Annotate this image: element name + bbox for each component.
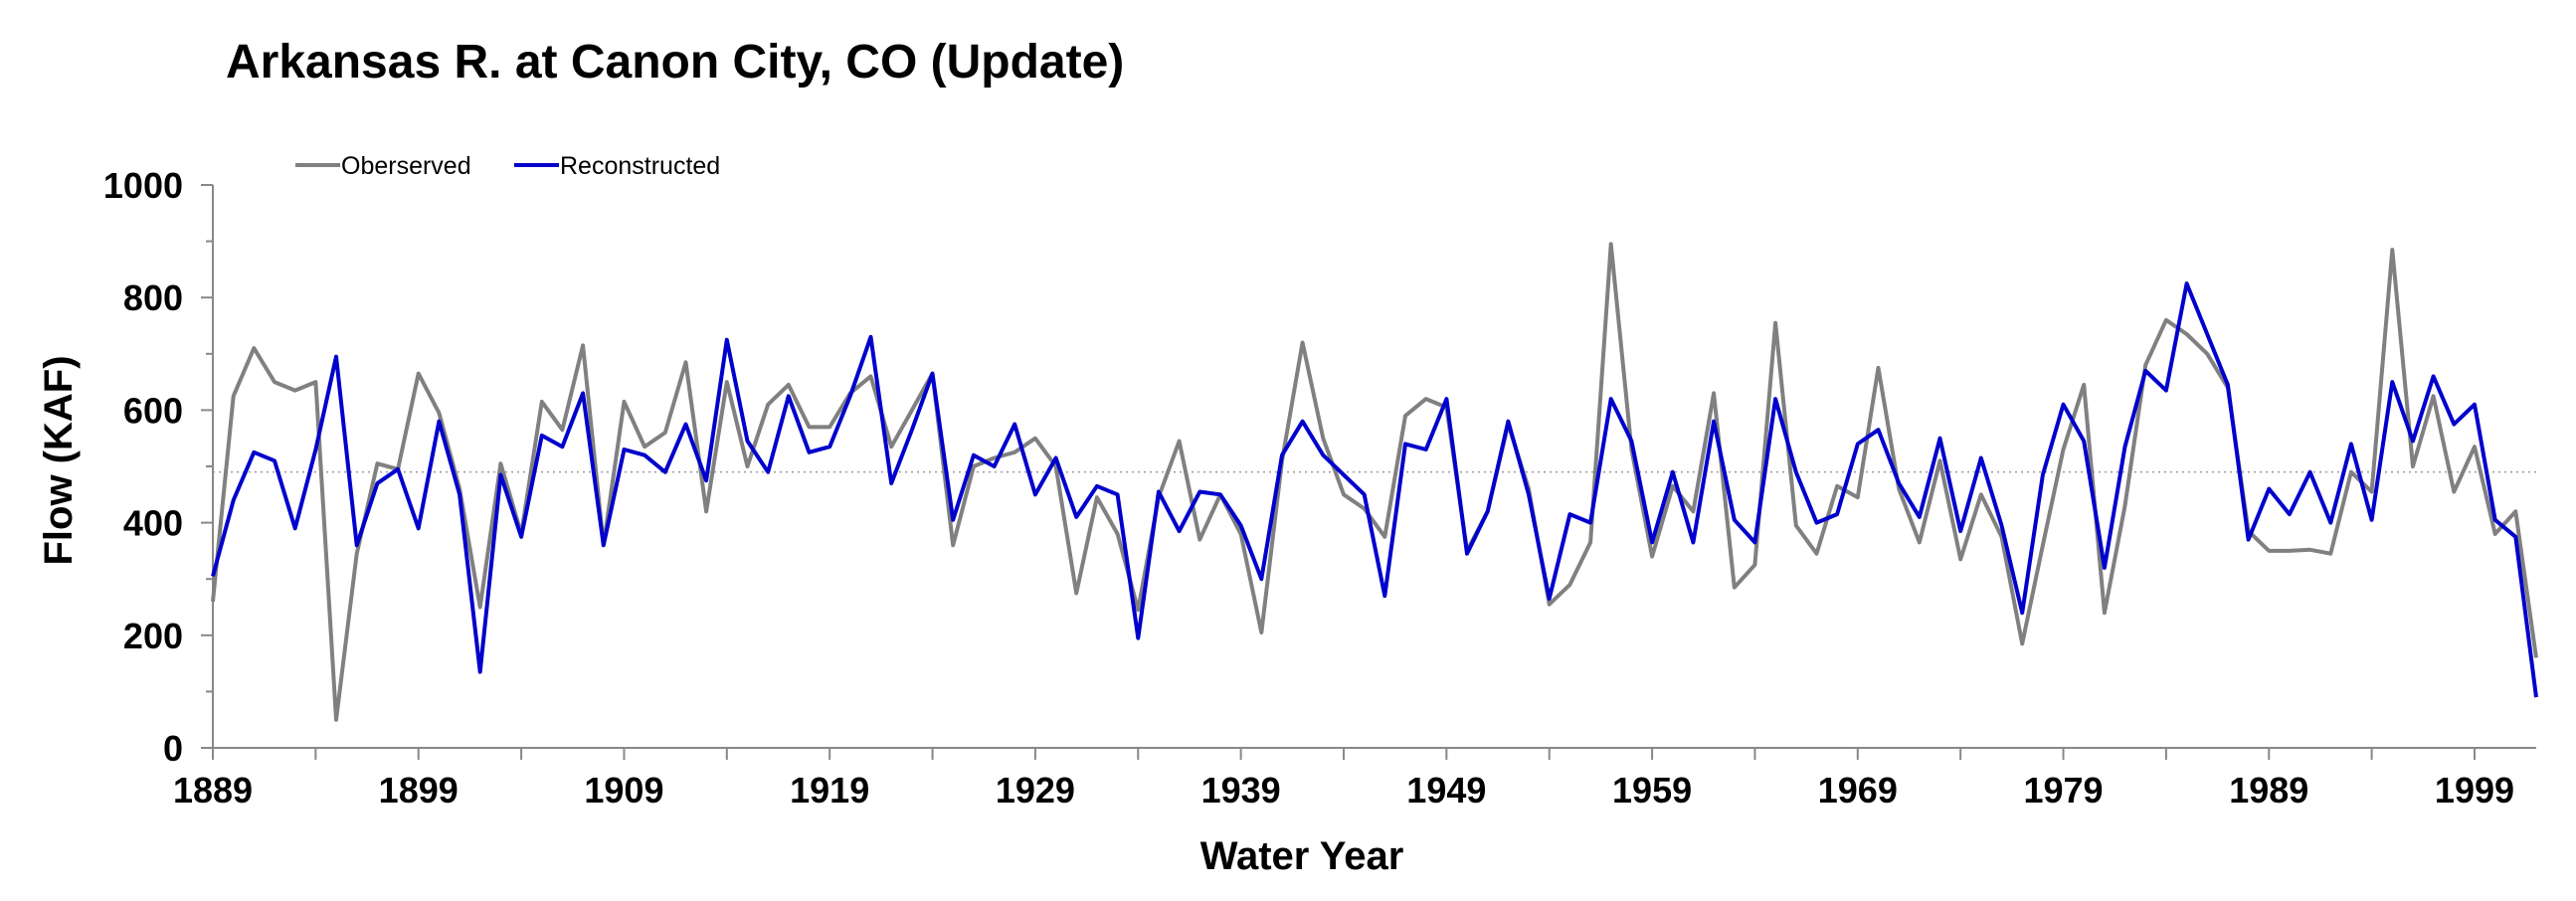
x-tick-label: 1999 (2435, 770, 2514, 811)
series-line-observed (211, 242, 2538, 722)
y-tick-label: 600 (123, 390, 183, 431)
y-axis: 0 200 400 600 800 1000 (103, 165, 214, 769)
y-tick-label: 1000 (103, 165, 183, 206)
x-tick-label: 1939 (1201, 770, 1281, 811)
legend: Oberserved Reconstructed (295, 152, 720, 180)
x-tick-label: 1909 (584, 770, 663, 811)
x-tick-label: 1899 (379, 770, 459, 811)
legend-label-reconstructed: Reconstructed (560, 152, 720, 180)
x-tick-label: 1949 (1406, 770, 1486, 811)
y-axis-title: Flow (KAF) (37, 355, 81, 565)
x-axis: 1889 1899 1909 1919 1929 1939 1949 1959 1969 1979… (173, 747, 2536, 811)
x-tick-label: 1989 (2229, 770, 2308, 811)
y-tick-label: 0 (163, 728, 183, 769)
x-axis-title: Water Year (1200, 834, 1404, 878)
legend-label-observed: Oberserved (341, 152, 471, 180)
series-line-reconstructed (211, 281, 2538, 698)
y-tick-label: 800 (123, 277, 183, 318)
chart-title: Arkansas R. at Canon City, CO (Update) (226, 36, 1124, 89)
y-tick-label: 200 (123, 616, 183, 656)
x-tick-label: 1979 (2023, 770, 2103, 811)
x-tick-label: 1919 (790, 770, 869, 811)
x-tick-label: 1969 (1818, 770, 1898, 811)
x-tick-label: 1959 (1612, 770, 1692, 811)
x-tick-label: 1889 (173, 770, 253, 811)
x-tick-label: 1929 (996, 770, 1075, 811)
y-tick-label: 400 (123, 503, 183, 544)
plot-series (211, 242, 2538, 722)
